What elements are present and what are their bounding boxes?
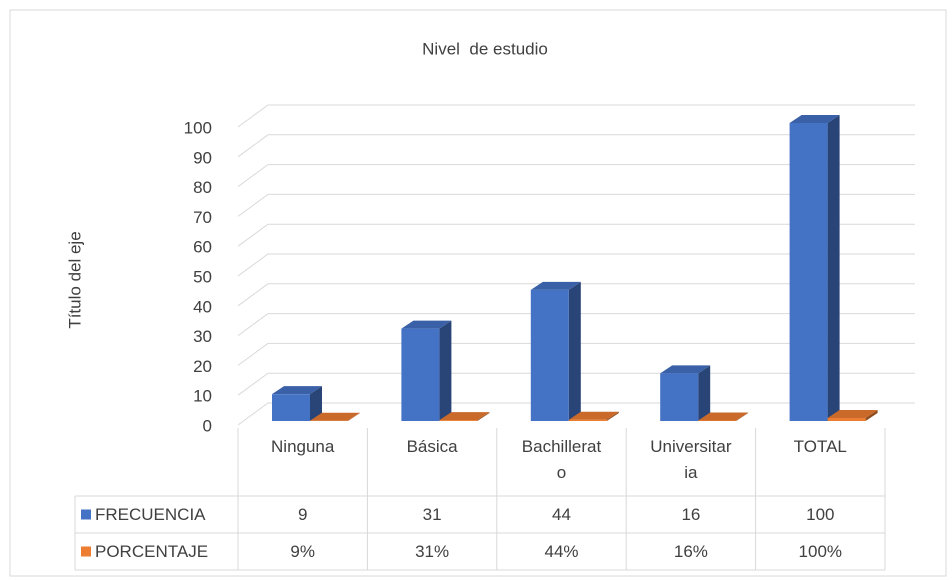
table-value: 44 <box>552 505 571 524</box>
bar-side <box>310 386 322 421</box>
x-tick-label: Universitaria <box>650 437 732 482</box>
bar-side <box>606 411 619 421</box>
y-tick-label: 40 <box>193 297 212 316</box>
x-tick-label: TOTAL <box>793 437 847 456</box>
grid-line <box>237 223 915 247</box>
grid-line <box>237 134 915 158</box>
bar-top <box>439 412 490 421</box>
table-value: 16% <box>674 542 708 561</box>
x-tick-label: Ninguna <box>271 437 335 456</box>
grid-line <box>237 164 915 188</box>
table-value: 9 <box>298 505 307 524</box>
table-value: 100 <box>806 505 834 524</box>
bar <box>568 411 619 421</box>
legend-label: FRECUENCIA <box>95 505 206 524</box>
x-tick-label-box: Universitaria <box>650 437 732 482</box>
bar-top <box>401 320 452 329</box>
x-tick-label-box: Ninguna <box>271 437 335 456</box>
x-tick-label: Bachillerato <box>521 437 602 482</box>
bar-front <box>660 373 699 421</box>
chart-title: Nivel de estudio <box>422 39 548 58</box>
x-tick-label-box: Básica <box>406 437 458 456</box>
table-value: 31 <box>423 505 442 524</box>
y-tick-label: 50 <box>193 267 212 286</box>
bar <box>530 281 581 421</box>
bar-front <box>827 418 866 421</box>
bar <box>789 115 840 421</box>
y-tick-label: 70 <box>193 208 212 227</box>
grid-line <box>237 283 915 307</box>
bar-top <box>310 412 360 421</box>
grid-line <box>237 253 915 277</box>
bar <box>310 412 360 421</box>
bar <box>272 386 322 421</box>
bar-side <box>698 365 711 421</box>
table-value: 16 <box>681 505 700 524</box>
bar-side <box>348 412 360 421</box>
bar-top <box>827 410 878 419</box>
bar-top <box>698 412 749 421</box>
bar-front <box>439 420 478 421</box>
x-tick-label-box: TOTAL <box>793 437 847 456</box>
x-tick-label-box: Bachillerato <box>521 437 602 482</box>
y-tick-label: 60 <box>193 238 212 257</box>
grid-line <box>237 342 915 366</box>
y-tick-label: 20 <box>193 357 212 376</box>
bar-front <box>789 123 828 421</box>
bar-side <box>477 412 490 421</box>
bar-side <box>865 410 878 421</box>
bar-top <box>530 281 581 290</box>
bar <box>439 412 490 421</box>
x-tick-label: Básica <box>406 437 458 456</box>
grid-line <box>237 313 915 337</box>
bar-front <box>401 328 440 421</box>
bar <box>827 410 878 421</box>
bar-top <box>789 115 840 123</box>
legend-key <box>81 509 91 520</box>
grid-line <box>237 193 915 217</box>
bar-side <box>736 412 749 421</box>
y-axis-title: Título del eje <box>65 231 84 328</box>
y-tick-label: 30 <box>193 327 212 346</box>
grid-line <box>237 104 915 128</box>
legend-key <box>81 546 91 557</box>
bar-top <box>272 386 322 395</box>
y-tick-label: 90 <box>193 148 212 167</box>
bar-side <box>439 320 452 421</box>
table-value: 100% <box>799 542 842 561</box>
bar-front <box>568 419 607 421</box>
bar-front <box>272 394 310 421</box>
bar-top <box>568 411 619 420</box>
legend-label: PORCENTAJE <box>95 542 208 561</box>
y-tick-label: 80 <box>193 178 212 197</box>
bar <box>698 412 749 421</box>
table-value: 9% <box>290 542 315 561</box>
table-value: 44% <box>544 542 578 561</box>
bar <box>660 365 711 421</box>
y-tick-label: 0 <box>203 416 212 435</box>
bar <box>401 320 452 421</box>
y-tick-label: 100 <box>184 118 212 137</box>
bar-side <box>827 115 840 421</box>
y-tick-label: 10 <box>193 387 212 406</box>
bar-side <box>568 281 581 421</box>
bar-front <box>530 289 569 421</box>
bar-top <box>660 365 711 374</box>
table-value: 31% <box>415 542 449 561</box>
